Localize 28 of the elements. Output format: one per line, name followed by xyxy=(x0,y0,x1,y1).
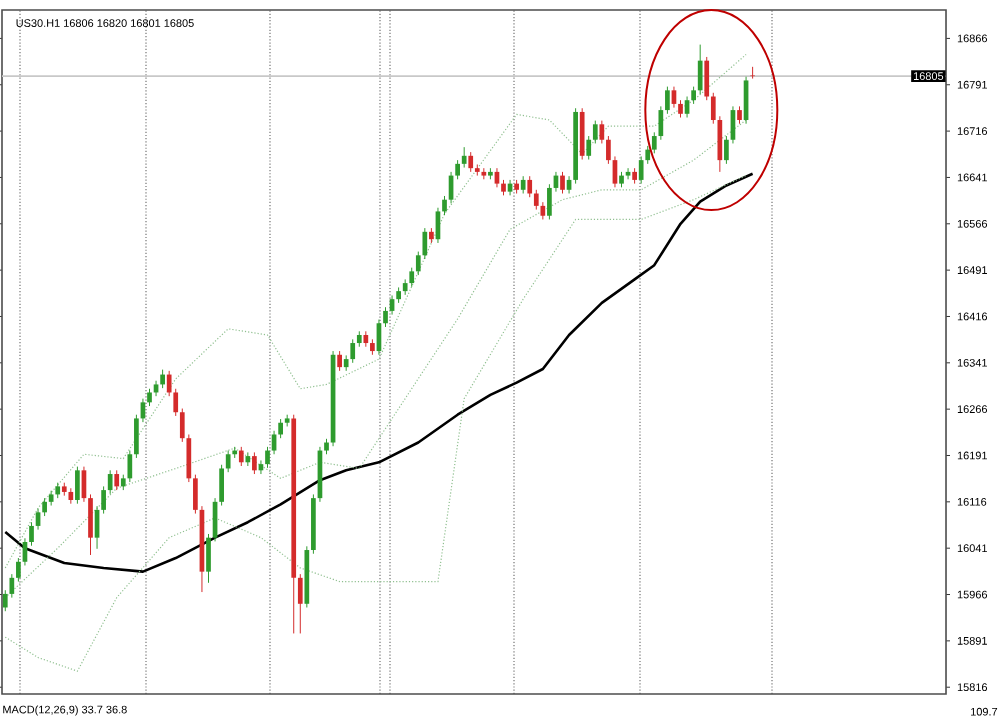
candlestick xyxy=(704,56,710,101)
candlestick xyxy=(697,44,703,95)
candlestick xyxy=(461,146,467,169)
candlestick xyxy=(107,469,113,495)
candlestick xyxy=(114,469,120,491)
candlestick xyxy=(592,120,598,144)
candlestick xyxy=(527,175,533,198)
candlestick xyxy=(579,107,585,161)
candlestick xyxy=(560,171,565,195)
candlestick xyxy=(599,120,605,144)
candlestick xyxy=(297,573,303,634)
candlestick xyxy=(533,189,539,211)
candlestick xyxy=(127,450,133,483)
line-series xyxy=(4,53,747,569)
candlestick xyxy=(238,446,244,467)
candlestick xyxy=(750,66,755,80)
candlestick xyxy=(75,466,80,505)
candlestick xyxy=(665,86,670,115)
candlestick xyxy=(409,267,415,288)
candlestick xyxy=(225,450,231,473)
candlestick xyxy=(350,338,356,364)
candlestick xyxy=(625,167,631,180)
candlestick xyxy=(337,350,342,372)
candlestick xyxy=(586,135,592,161)
candlestick xyxy=(252,451,257,475)
candlestick xyxy=(160,369,165,389)
line-series xyxy=(3,172,754,573)
candlestick xyxy=(468,151,474,173)
